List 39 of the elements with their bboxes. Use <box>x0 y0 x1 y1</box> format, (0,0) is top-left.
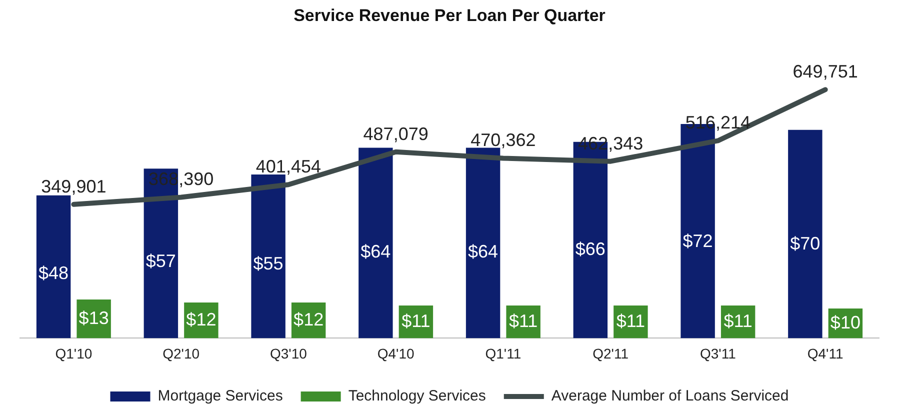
data-label: 487,079 <box>363 124 428 144</box>
data-label: $57 <box>146 250 176 271</box>
data-label: 349,901 <box>41 176 106 196</box>
data-label: $66 <box>575 238 606 259</box>
x-tick-label: Q1'11 <box>485 345 522 362</box>
legend-label: Average Number of Loans Serviced <box>551 388 789 405</box>
data-label: $12 <box>186 309 216 330</box>
x-tick-label: Q4'10 <box>377 345 414 362</box>
data-label: $10 <box>830 312 860 332</box>
data-label: $48 <box>38 262 69 283</box>
x-tick-label: Q3'11 <box>700 345 736 362</box>
data-label: $12 <box>294 309 324 330</box>
data-label: $64 <box>468 241 498 262</box>
data-label: $64 <box>360 241 391 262</box>
x-tick-label: Q2'11 <box>592 345 629 362</box>
x-tick-label: Q2'10 <box>162 345 200 362</box>
data-label: $13 <box>78 308 109 328</box>
x-tick-label: Q3'10 <box>270 345 308 362</box>
bar <box>36 195 71 338</box>
data-label: $11 <box>616 310 646 331</box>
data-label: $72 <box>682 230 713 251</box>
data-label: 462,343 <box>578 133 644 154</box>
x-tick-label: Q1'10 <box>55 345 92 362</box>
bar <box>788 130 822 338</box>
data-label: $70 <box>790 233 820 254</box>
bar <box>466 148 500 338</box>
data-label: 470,362 <box>470 130 536 150</box>
legend-label: Technology Services <box>348 388 486 405</box>
data-label: $11 <box>402 310 430 331</box>
data-label: 649,751 <box>792 62 858 82</box>
data-label: $55 <box>253 254 284 274</box>
chart-title: Service Revenue Per Loan Per Quarter <box>294 6 606 25</box>
data-label: $11 <box>508 310 538 331</box>
bar <box>251 174 286 338</box>
bar <box>358 148 393 338</box>
x-tick-label: Q4'11 <box>807 345 844 362</box>
data-label: 401,454 <box>256 156 321 177</box>
legend-label: Mortgage Services <box>158 388 283 405</box>
data-label: $11 <box>724 310 752 331</box>
